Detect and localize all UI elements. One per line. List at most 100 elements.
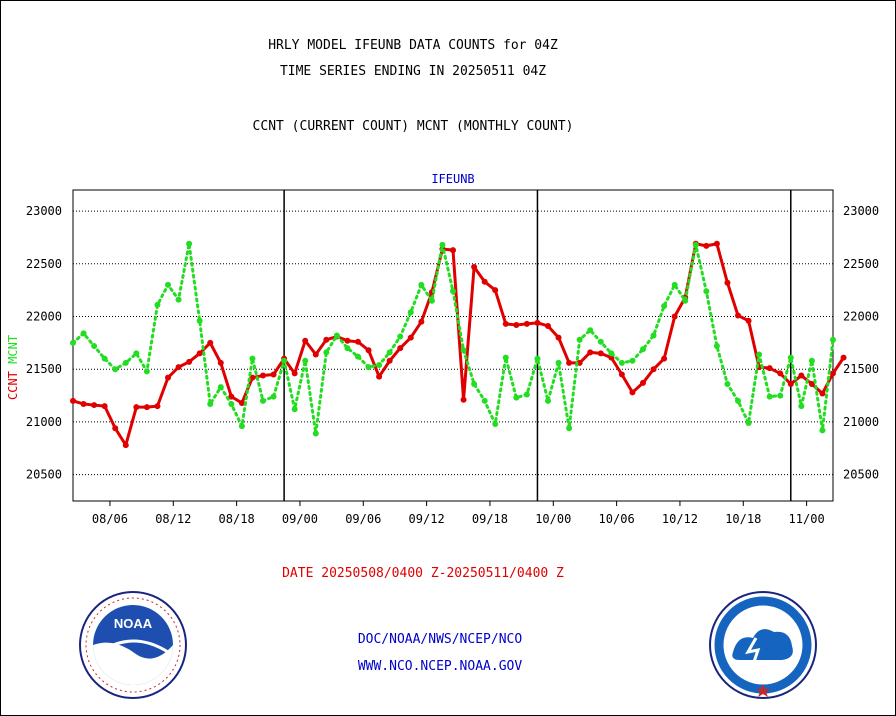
noaa-logo-label: NOAA	[114, 616, 153, 631]
x-tick-label: 09/06	[345, 512, 381, 526]
data-point-ccnt	[777, 370, 784, 377]
y-tick-label-right: 23000	[843, 204, 879, 218]
data-point-mcnt	[270, 393, 277, 400]
data-point-mcnt	[798, 403, 805, 410]
y-tick-label-left: 21500	[26, 362, 62, 376]
data-point-ccnt	[523, 320, 530, 327]
data-point-mcnt	[692, 241, 699, 248]
y-tick-label-right: 21500	[843, 362, 879, 376]
data-point-mcnt	[682, 297, 689, 304]
data-point-ccnt	[376, 373, 383, 380]
org-label: DOC/NOAA/NWS/NCEP/NCO	[357, 632, 523, 647]
data-point-mcnt	[418, 281, 425, 288]
data-point-mcnt	[376, 362, 383, 369]
data-point-mcnt	[439, 241, 446, 248]
data-point-mcnt	[365, 364, 372, 371]
data-point-mcnt	[534, 355, 541, 362]
x-tick-label: 09/18	[472, 512, 508, 526]
data-point-mcnt	[713, 343, 720, 350]
data-point-ccnt	[513, 321, 520, 328]
data-point-ccnt	[661, 355, 668, 362]
y-tick-label-right: 22500	[843, 257, 879, 271]
x-tick-label: 09/12	[409, 512, 445, 526]
data-point-mcnt	[186, 240, 193, 247]
data-point-ccnt	[629, 389, 636, 396]
data-point-ccnt	[787, 380, 794, 387]
data-point-mcnt	[154, 301, 161, 308]
data-point-mcnt	[397, 333, 404, 340]
data-point-ccnt	[323, 336, 330, 343]
data-point-mcnt	[70, 339, 76, 346]
x-tick-label: 10/00	[535, 512, 571, 526]
data-point-ccnt	[91, 402, 98, 409]
data-point-ccnt	[165, 374, 171, 381]
data-point-ccnt	[471, 263, 478, 270]
data-point-ccnt	[196, 350, 203, 357]
data-point-ccnt	[724, 279, 731, 286]
data-point-ccnt	[566, 359, 573, 366]
data-point-ccnt	[534, 319, 541, 326]
data-point-ccnt	[154, 403, 161, 410]
x-tick-label: 10/06	[599, 512, 635, 526]
data-point-mcnt	[650, 332, 657, 339]
data-point-mcnt	[196, 317, 203, 324]
data-point-ccnt	[228, 393, 235, 400]
x-tick-label: 11/00	[789, 512, 825, 526]
data-point-mcnt	[80, 330, 87, 337]
data-point-mcnt	[724, 380, 731, 387]
website-label: WWW.NCO.NCEP.NOAA.GOV	[357, 659, 523, 674]
data-point-mcnt	[450, 288, 456, 295]
data-point-mcnt	[618, 359, 625, 366]
data-point-ccnt	[386, 357, 393, 364]
data-point-mcnt	[344, 345, 351, 352]
data-point-ccnt	[735, 312, 741, 319]
data-point-ccnt	[450, 247, 456, 254]
data-point-mcnt	[217, 384, 224, 391]
data-point-mcnt	[122, 359, 129, 366]
data-point-mcnt	[228, 401, 235, 408]
data-point-ccnt	[460, 396, 467, 403]
data-point-ccnt	[555, 334, 562, 341]
data-point-ccnt	[703, 242, 710, 249]
data-point-ccnt	[249, 374, 256, 381]
data-point-mcnt	[291, 406, 298, 413]
data-point-mcnt	[735, 397, 741, 404]
y-tick-label-left: 22000	[26, 310, 62, 324]
data-point-ccnt	[270, 371, 277, 378]
noaa-logo-icon: NOAA	[79, 591, 187, 699]
data-point-ccnt	[70, 397, 76, 404]
series-line-ccnt	[71, 242, 846, 447]
data-point-mcnt	[407, 309, 414, 316]
x-tick-label: 08/12	[155, 512, 191, 526]
x-tick-label: 10/18	[725, 512, 761, 526]
series-line-mcnt	[71, 242, 835, 436]
y-tick-label-right: 22000	[843, 310, 879, 324]
data-point-mcnt	[608, 350, 615, 357]
data-point-mcnt	[629, 357, 636, 364]
y-tick-label-left: 20500	[26, 468, 62, 482]
data-point-ccnt	[291, 370, 298, 377]
data-point-ccnt	[407, 334, 414, 341]
data-point-ccnt	[355, 338, 361, 345]
data-point-ccnt	[112, 425, 119, 432]
data-point-mcnt	[112, 366, 119, 373]
data-point-ccnt	[798, 372, 805, 379]
data-point-ccnt	[122, 442, 129, 449]
data-point-ccnt	[618, 371, 625, 378]
chart-legend-line: CCNT (CURRENT COUNT) MCNT (MONTHLY COUNT…	[252, 119, 574, 134]
data-point-mcnt	[101, 355, 108, 362]
data-point-ccnt	[819, 390, 826, 397]
data-point-mcnt	[671, 281, 678, 288]
data-point-mcnt	[481, 397, 488, 404]
y-tick-label-right: 21000	[843, 415, 879, 429]
data-point-mcnt	[745, 419, 752, 426]
data-point-mcnt	[502, 354, 509, 361]
chart-title-line-2: TIME SERIES ENDING IN 20250511 04Z	[279, 64, 547, 79]
data-point-mcnt	[513, 394, 520, 401]
data-point-ccnt	[640, 379, 646, 386]
data-point-mcnt	[819, 427, 826, 434]
data-point-mcnt	[523, 391, 530, 398]
data-point-ccnt	[418, 318, 425, 325]
data-point-ccnt	[808, 380, 815, 387]
